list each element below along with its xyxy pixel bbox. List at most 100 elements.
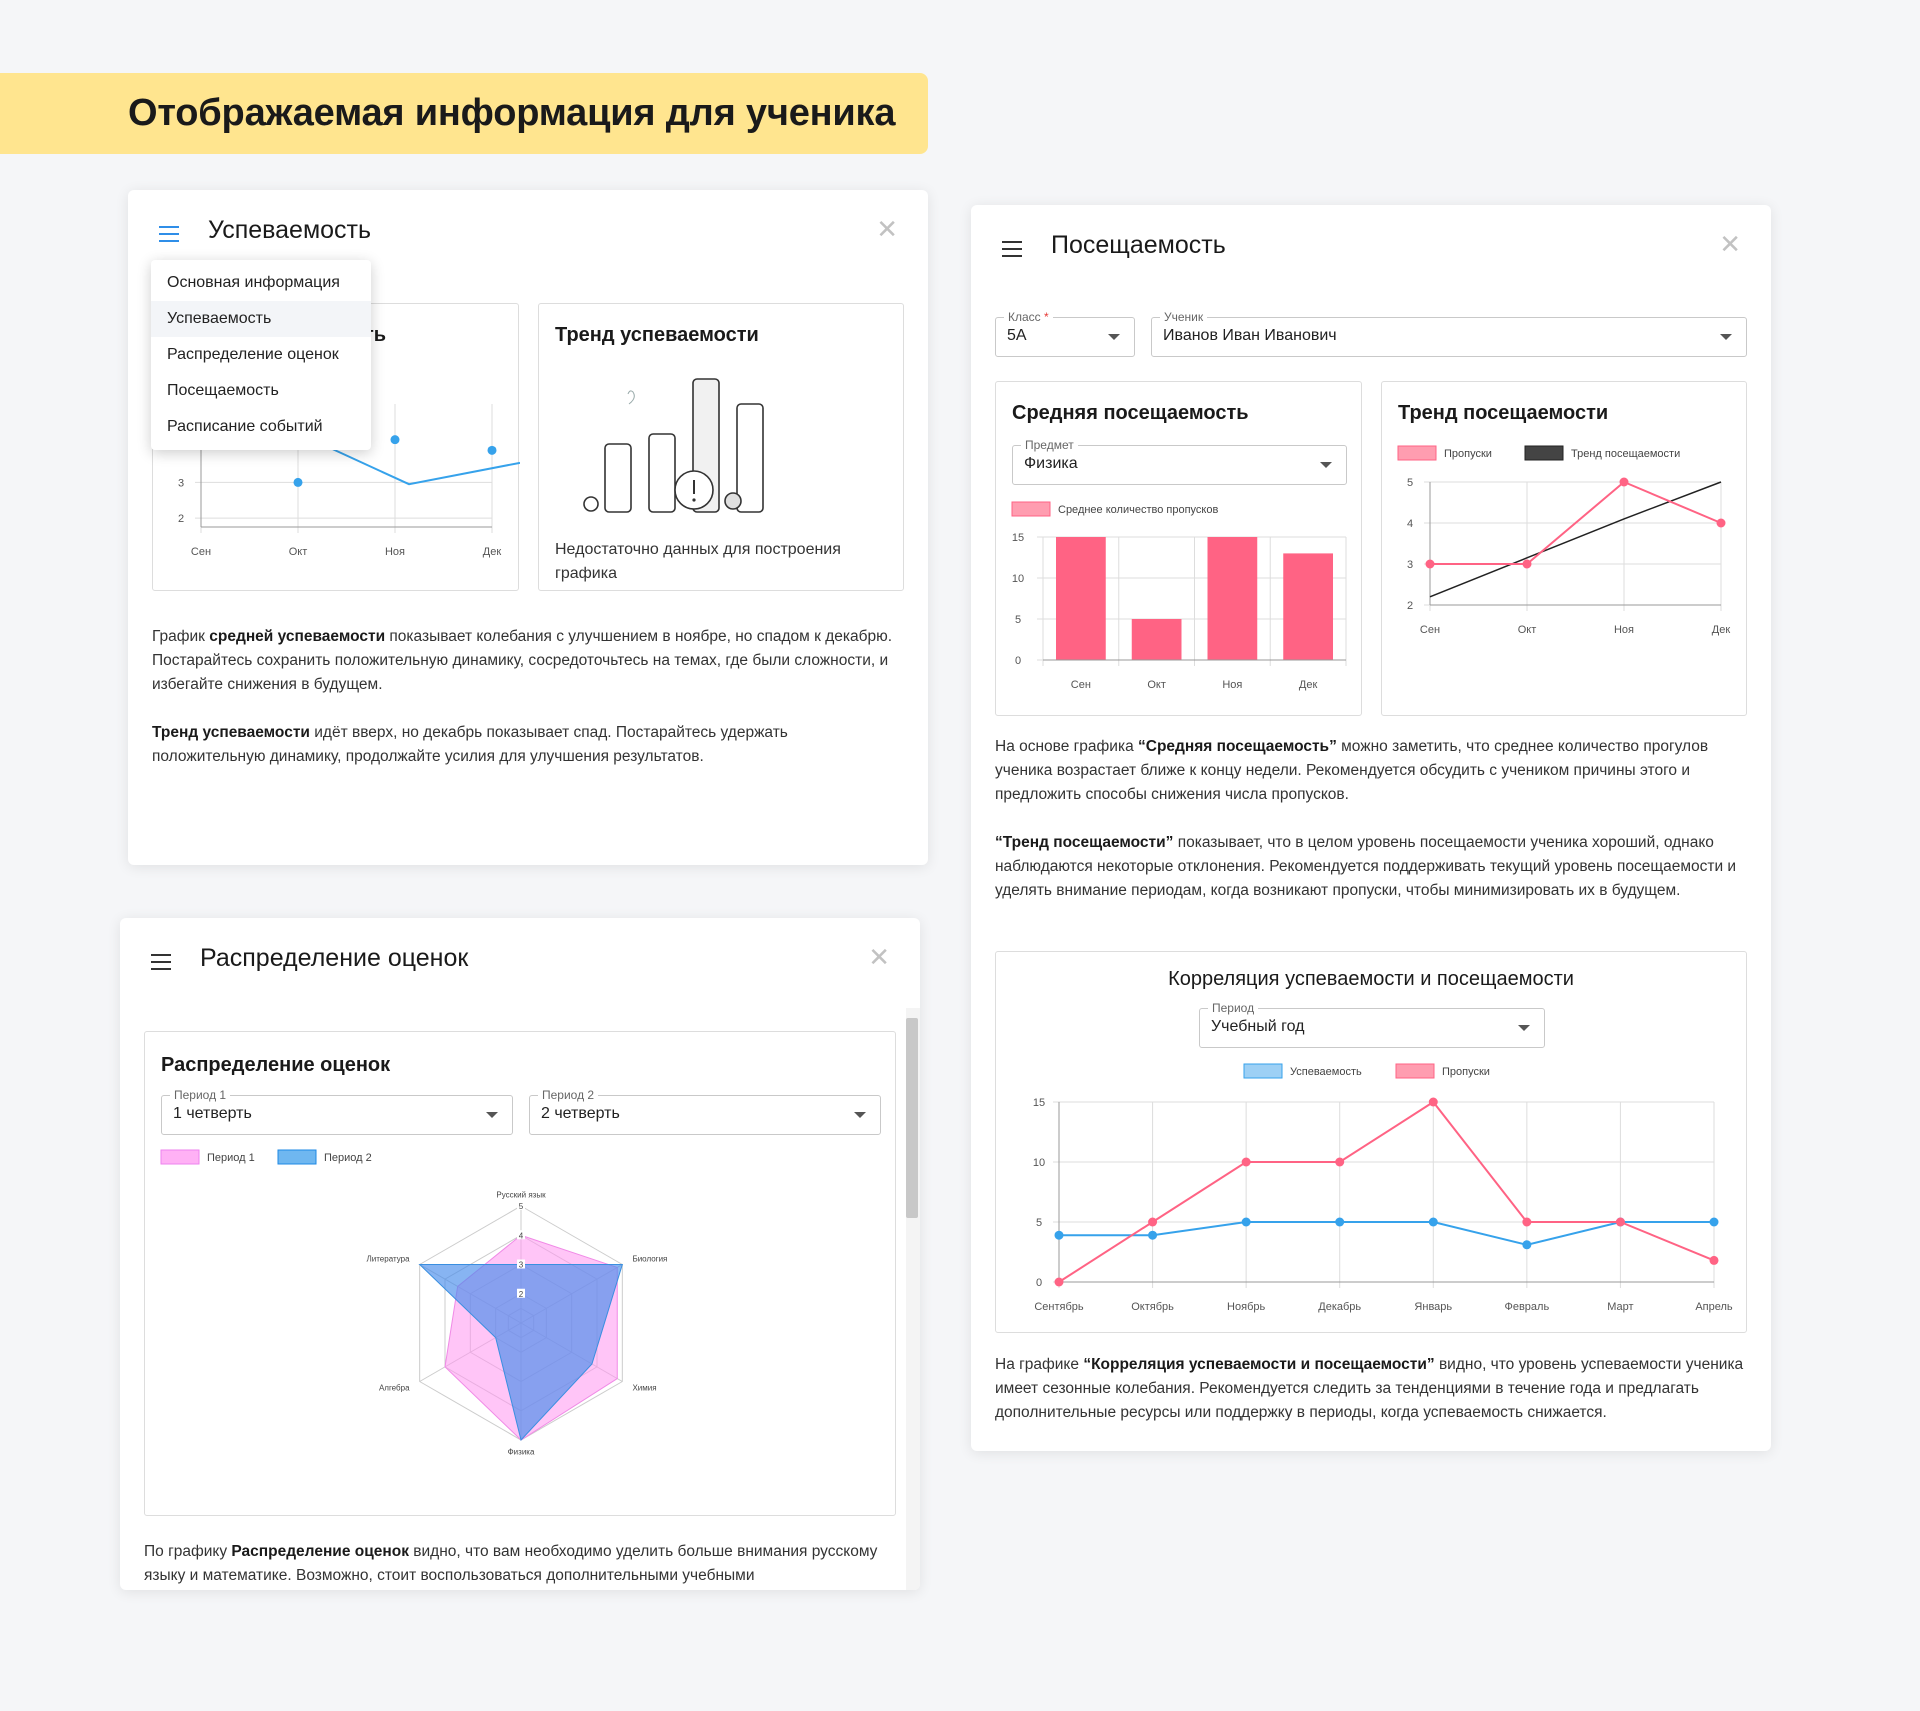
axis-label: Литература (367, 1255, 411, 1264)
data-point (1425, 559, 1435, 569)
avg-performance-chart: Сен Окт Ноя Дек 2 3 (178, 404, 520, 558)
legend-swatch (1524, 445, 1564, 461)
x-tick-label: Апрель (1695, 1301, 1733, 1313)
data-point (1054, 1230, 1064, 1240)
banner-title: Отображаемая информация для ученика (128, 92, 896, 134)
data-point (1709, 1255, 1719, 1265)
series-line (1430, 480, 1722, 565)
performance-text-2: Тренд успеваемости идёт вверх, но декабр… (152, 724, 788, 765)
tick-bg (517, 1230, 525, 1240)
menu-item[interactable]: Успеваемость (151, 301, 371, 337)
r-tick-label: 3 (519, 1261, 524, 1270)
y-tick-label: 15 (1012, 532, 1024, 544)
bar (1056, 537, 1106, 660)
x-tick-label: Дек (1712, 624, 1731, 636)
legend-swatch (160, 1149, 200, 1165)
menu-icon[interactable] (151, 954, 171, 970)
window-title: Посещаемость (1051, 231, 1226, 259)
data-point (1054, 1277, 1064, 1287)
axis-label: Физика (508, 1448, 535, 1457)
select-label: Период (1208, 1001, 1259, 1015)
trend-performance-card: Тренд успеваемости Недостаточно данных д… (538, 303, 904, 591)
legend-swatch (1397, 445, 1437, 461)
x-tick-label: Окт (1147, 679, 1166, 691)
data-point (487, 445, 497, 455)
y-tick-label: 0 (1015, 655, 1021, 667)
menu-icon[interactable] (1002, 241, 1022, 257)
x-tick-label: Сен (191, 546, 211, 558)
legend-swatch (277, 1149, 317, 1165)
window-header: Посещаемость ✕ (971, 205, 1771, 295)
legend-label: Успеваемость (1290, 1066, 1362, 1078)
legend-swatch (1395, 1063, 1435, 1079)
bar (1207, 537, 1258, 660)
close-icon[interactable]: ✕ (876, 214, 898, 244)
tick-bg (517, 1259, 525, 1269)
menu-item[interactable]: Расписание событий (167, 418, 323, 435)
performance-text-1: График средней успеваемости показывает к… (152, 628, 893, 693)
scrollbar-thumb[interactable] (906, 1018, 918, 1218)
x-tick-label: Декабрь (1318, 1301, 1361, 1313)
grades-text: По графику Распределение оценок видно, ч… (144, 1543, 878, 1584)
y-tick-label: 3 (1407, 559, 1413, 571)
data-point (1716, 518, 1726, 528)
class-select[interactable]: Класс * 5А (995, 310, 1135, 357)
menu-item[interactable]: Основная информация (167, 274, 340, 291)
menu-item[interactable]: Распределение оценок (167, 346, 339, 363)
tick-bg (517, 1288, 525, 1298)
x-tick-label: Ноя (1222, 679, 1242, 691)
chevron-down-icon (486, 1112, 498, 1118)
legend-label: Пропуски (1442, 1066, 1490, 1078)
attendance-trend-card: Тренд посещаемости Пропуски Тренд посещае… (1381, 381, 1747, 716)
data-point (1615, 1217, 1625, 1227)
student-select[interactable]: Ученик Иванов Иван Иванович (1151, 310, 1747, 357)
y-tick-label: 3 (178, 477, 184, 489)
grades-window: Распределение оценок ✕ Распределение оце… (120, 918, 920, 1590)
subject-select[interactable]: Предмет Физика (1012, 438, 1347, 485)
y-tick-label: 2 (178, 513, 184, 525)
select-value: Иванов Иван Иванович (1163, 327, 1337, 344)
window-header: Успеваемость ✕ (128, 190, 928, 280)
card-title: Корреляция успеваемости и посещаемости (1168, 968, 1574, 990)
performance-window: Успеваемость ✕ ть Сен Окт Ноя Дек 2 3 Основна… (128, 190, 928, 865)
bar (1283, 553, 1333, 660)
avg-attendance-card: Средняя посещаемость Предмет Физика Сред… (995, 381, 1362, 716)
axis-label: Русский язык (496, 1190, 546, 1199)
menu-item[interactable]: Посещаемость (167, 382, 279, 399)
menu-icon[interactable] (159, 226, 179, 242)
select-value: 2 четверть (541, 1105, 620, 1122)
data-point (1522, 1240, 1532, 1250)
period2-select[interactable]: Период 2 2 четверть (529, 1088, 881, 1135)
card-title: Тренд посещаемости (1398, 402, 1609, 424)
x-tick-label: Ноя (1614, 624, 1634, 636)
select-label: Класс * (1004, 310, 1053, 324)
period1-select[interactable]: Период 1 1 четверть (161, 1088, 513, 1135)
r-tick-label: 5 (519, 1202, 524, 1211)
x-tick-label: Дек (483, 546, 502, 558)
window-header: Распределение оценок ✕ (120, 918, 920, 1008)
y-tick-label: 4 (1407, 518, 1413, 530)
data-point (1522, 559, 1532, 569)
data-point (1709, 1217, 1719, 1227)
correlation-chart: Успеваемость Пропуски Сентябрь Октябрь Ноябр… (1033, 1063, 1733, 1313)
grade-distribution-card: Распределение оценок Период 1 1 четверть… (144, 1031, 896, 1516)
y-tick-label: 5 (1015, 614, 1021, 626)
data-point (1148, 1230, 1158, 1240)
legend-label: Среднее количество пропусков (1058, 504, 1218, 516)
data-point (1241, 1217, 1251, 1227)
select-value: Учебный год (1211, 1018, 1305, 1035)
x-tick-label: Окт (1518, 624, 1537, 636)
y-tick-label: 15 (1033, 1097, 1045, 1109)
close-icon[interactable]: ✕ (868, 942, 890, 972)
data-point (1148, 1217, 1158, 1227)
grade-distribution-chart: Период 1 Период 2 Русский язык Биология Хими… (160, 1149, 667, 1457)
axis-label: Алгебра (379, 1383, 410, 1392)
chevron-down-icon (1320, 462, 1332, 468)
close-icon[interactable]: ✕ (1719, 229, 1741, 259)
period-select[interactable]: Период Учебный год (1199, 1001, 1545, 1048)
card-title: Тренд успеваемости (555, 324, 759, 346)
x-tick-label: Октябрь (1131, 1301, 1174, 1313)
no-data-message: Недостаточно данных для построения графи… (555, 541, 841, 582)
card-title: Средняя посещаемость (1012, 402, 1249, 424)
y-tick-label: 5 (1407, 477, 1413, 489)
